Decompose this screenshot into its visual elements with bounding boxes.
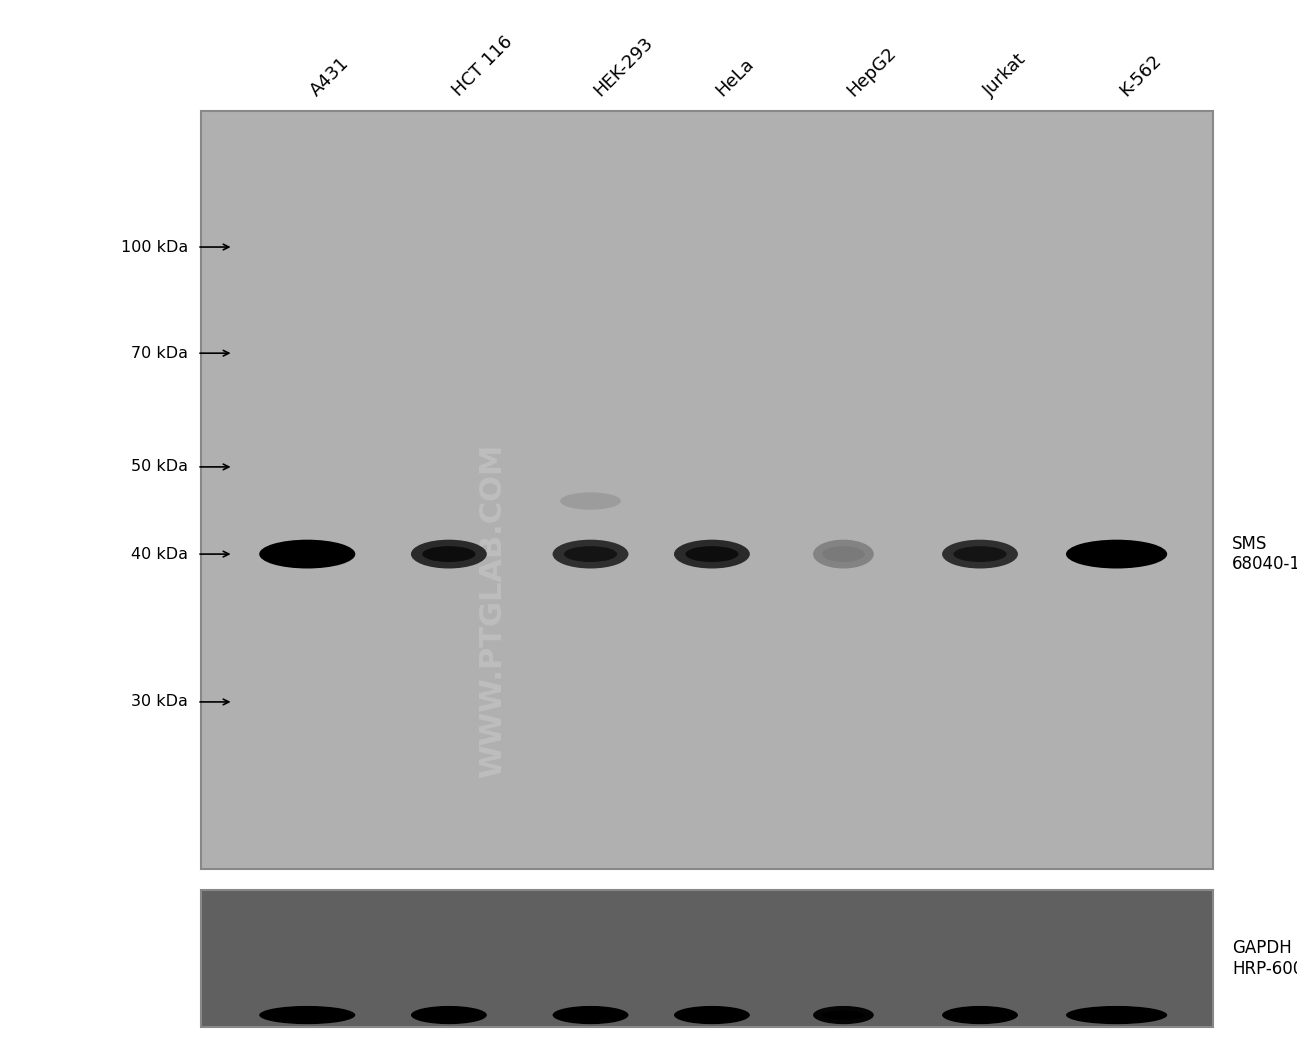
Text: 70 kDa: 70 kDa [131,345,188,361]
Text: WWW.PTGLAB.COM: WWW.PTGLAB.COM [479,443,507,778]
Text: Jurkat: Jurkat [981,51,1030,100]
Text: HepG2: HepG2 [843,44,900,100]
Ellipse shape [274,547,341,562]
Ellipse shape [553,540,629,569]
Ellipse shape [685,547,738,562]
Ellipse shape [813,540,874,569]
Text: 40 kDa: 40 kDa [131,547,188,561]
Ellipse shape [259,540,355,569]
Ellipse shape [564,1011,617,1019]
Text: 30 kDa: 30 kDa [131,694,188,710]
Ellipse shape [553,1006,629,1025]
Text: GAPDH
HRP-60004: GAPDH HRP-60004 [1232,939,1297,977]
Ellipse shape [942,540,1018,569]
Ellipse shape [411,1006,486,1025]
Ellipse shape [822,1011,865,1019]
Ellipse shape [953,1011,1006,1019]
Text: K-562: K-562 [1117,52,1165,100]
Text: 100 kDa: 100 kDa [121,239,188,255]
Text: 50 kDa: 50 kDa [131,459,188,475]
Ellipse shape [411,540,486,569]
Text: HCT 116: HCT 116 [449,33,516,100]
Ellipse shape [674,1006,750,1025]
Text: HEK-293: HEK-293 [590,34,656,100]
Text: SMS
68040-1-Ig: SMS 68040-1-Ig [1232,535,1297,574]
Ellipse shape [822,547,865,562]
Ellipse shape [942,1006,1018,1025]
Text: HeLa: HeLa [712,55,757,100]
FancyBboxPatch shape [201,111,1213,869]
FancyBboxPatch shape [201,890,1213,1027]
Ellipse shape [685,1011,738,1019]
Ellipse shape [674,540,750,569]
Ellipse shape [423,1011,476,1019]
Ellipse shape [1082,547,1152,562]
Ellipse shape [274,1011,341,1019]
Ellipse shape [564,547,617,562]
Ellipse shape [1066,1006,1167,1025]
Ellipse shape [259,1006,355,1025]
Ellipse shape [560,493,621,510]
Ellipse shape [423,547,476,562]
Text: A431: A431 [307,55,353,100]
Ellipse shape [813,1006,874,1025]
Ellipse shape [1082,1011,1152,1019]
Ellipse shape [1066,540,1167,569]
Ellipse shape [953,547,1006,562]
